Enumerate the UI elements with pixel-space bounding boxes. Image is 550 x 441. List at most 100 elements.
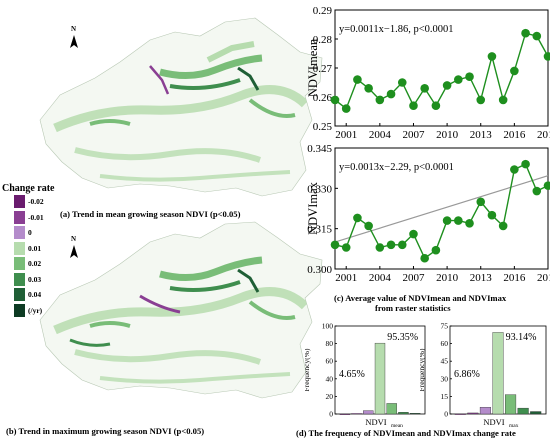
data-point	[532, 31, 542, 41]
legend-label: -0.01	[28, 212, 44, 222]
data-point	[386, 240, 396, 250]
y-tick-label: 0.315	[307, 224, 332, 236]
y-tick-label: 15	[441, 392, 449, 401]
data-point	[487, 210, 497, 220]
ndvi-max-chart: 0.300 0.315 0.330 0.345 2001 2004 2007 2010 2013…	[306, 143, 550, 284]
legend-swatch	[14, 272, 25, 286]
bar	[363, 410, 374, 415]
caption-a: (a) Trend in mean growing season NDVI (p…	[60, 209, 241, 219]
bar	[505, 394, 517, 415]
y-tick-label: 60	[441, 339, 449, 348]
freq-mean-chart: 0 20 40 60 80 100 Frequency(%) NDVI mean 4.65% 95.…	[305, 322, 426, 429]
legend-swatch	[14, 226, 25, 239]
x-axis-label-sub: max	[509, 423, 519, 429]
x-tick-label: 2013	[470, 129, 493, 141]
y-tick-label: 100	[322, 322, 334, 331]
y-tick-label: 0.29	[313, 5, 333, 17]
bar	[492, 332, 504, 415]
y-tick-label: 0.330	[307, 183, 332, 195]
data-point	[397, 240, 407, 250]
legend-label: (/yr)	[28, 305, 43, 315]
x-tick-label: 2016	[503, 129, 526, 141]
y-tick-label: 45	[441, 357, 449, 366]
trend-pixels	[53, 256, 309, 384]
data-point	[510, 165, 519, 174]
y-tick-label: 0.300	[307, 264, 332, 276]
y-tick-label: 0.28	[313, 34, 333, 46]
data-point	[341, 243, 351, 252]
data-point	[330, 240, 340, 250]
legend-label: 0	[28, 228, 32, 237]
legend-swatch	[14, 257, 25, 270]
data-point	[375, 95, 385, 105]
bar	[530, 411, 542, 415]
data-point	[543, 181, 550, 190]
data-point	[498, 221, 508, 231]
x-tick-label: 2016	[503, 272, 526, 284]
data-point	[364, 84, 373, 93]
bar	[386, 403, 397, 415]
bar	[351, 413, 362, 415]
legend-label: 0.01	[28, 243, 42, 253]
y-axis-label: Frequency(%)	[420, 348, 426, 391]
data-point	[476, 95, 486, 105]
data-point	[442, 216, 452, 225]
legend-title: Change rate	[2, 183, 55, 194]
map-a	[39, 17, 323, 197]
legend-swatch	[14, 195, 25, 208]
data-point	[454, 216, 463, 225]
x-tick-label: 2004	[369, 272, 392, 284]
freq-max-chart: 0 15 30 45 60 75 Frequency(%) NDVI max 6.86% 93.14…	[420, 322, 547, 429]
plot-frame	[334, 147, 549, 270]
x-tick-label: 2001	[335, 272, 357, 284]
bar	[454, 413, 466, 415]
annotation-decrease: 4.65%	[339, 369, 365, 380]
bar	[374, 342, 386, 415]
legend-swatch	[14, 210, 25, 224]
data-point	[420, 253, 429, 263]
data-point	[409, 101, 418, 110]
legend-swatch	[14, 303, 25, 317]
y-tick-label: 20	[326, 392, 334, 401]
y-tick-label: 80	[326, 339, 334, 348]
y-tick-label: 60	[326, 357, 334, 366]
data-point	[532, 186, 542, 196]
legend-label: -0.02	[28, 197, 44, 206]
data-point	[498, 95, 508, 105]
data-point	[431, 245, 441, 255]
north-arrow-a	[70, 35, 78, 48]
y-tick-label: 0.345	[307, 143, 332, 155]
ndvi-mean-chart: 0.25 0.26 0.27 0.28 0.29 2001 2004 2007 2010 2013…	[306, 5, 550, 141]
y-axis-label: Frequency(%)	[305, 348, 311, 391]
x-tick-label: 2013	[470, 272, 493, 284]
trend-equation: y=0.0013x−2.29, p<0.0001	[339, 162, 454, 173]
bar	[339, 413, 351, 415]
bar	[398, 412, 409, 415]
data-point	[476, 197, 486, 207]
trend-line	[334, 175, 549, 243]
x-tick-label: 2019	[537, 272, 550, 284]
legend-swatch	[14, 241, 25, 255]
data-point	[341, 104, 351, 113]
data-point	[487, 52, 497, 61]
x-tick-label: 2010	[436, 129, 459, 141]
legend-label: 0.03	[28, 274, 42, 284]
map-b	[39, 221, 323, 399]
legend-label: 0.02	[28, 259, 42, 268]
y-tick-label: 0.26	[313, 92, 333, 104]
trend-pixels	[53, 41, 309, 182]
x-tick-label: 2010	[436, 272, 459, 284]
data-point	[465, 218, 474, 228]
y-tick-label: 0.25	[313, 121, 333, 133]
data-point	[386, 89, 396, 99]
y-tick-label: 0	[329, 410, 333, 419]
x-axis-label: NDVI	[483, 417, 504, 427]
trend-equation: y=0.0011x−1.86, p<0.0001	[339, 24, 454, 35]
north-label-a: N	[71, 25, 77, 33]
data-point	[431, 101, 441, 110]
x-tick-label: 2007	[402, 129, 425, 141]
x-tick-label: 2007	[402, 272, 425, 284]
annotation-increase: 93.14%	[506, 332, 537, 343]
data-point	[364, 221, 373, 231]
data-point	[510, 66, 519, 76]
